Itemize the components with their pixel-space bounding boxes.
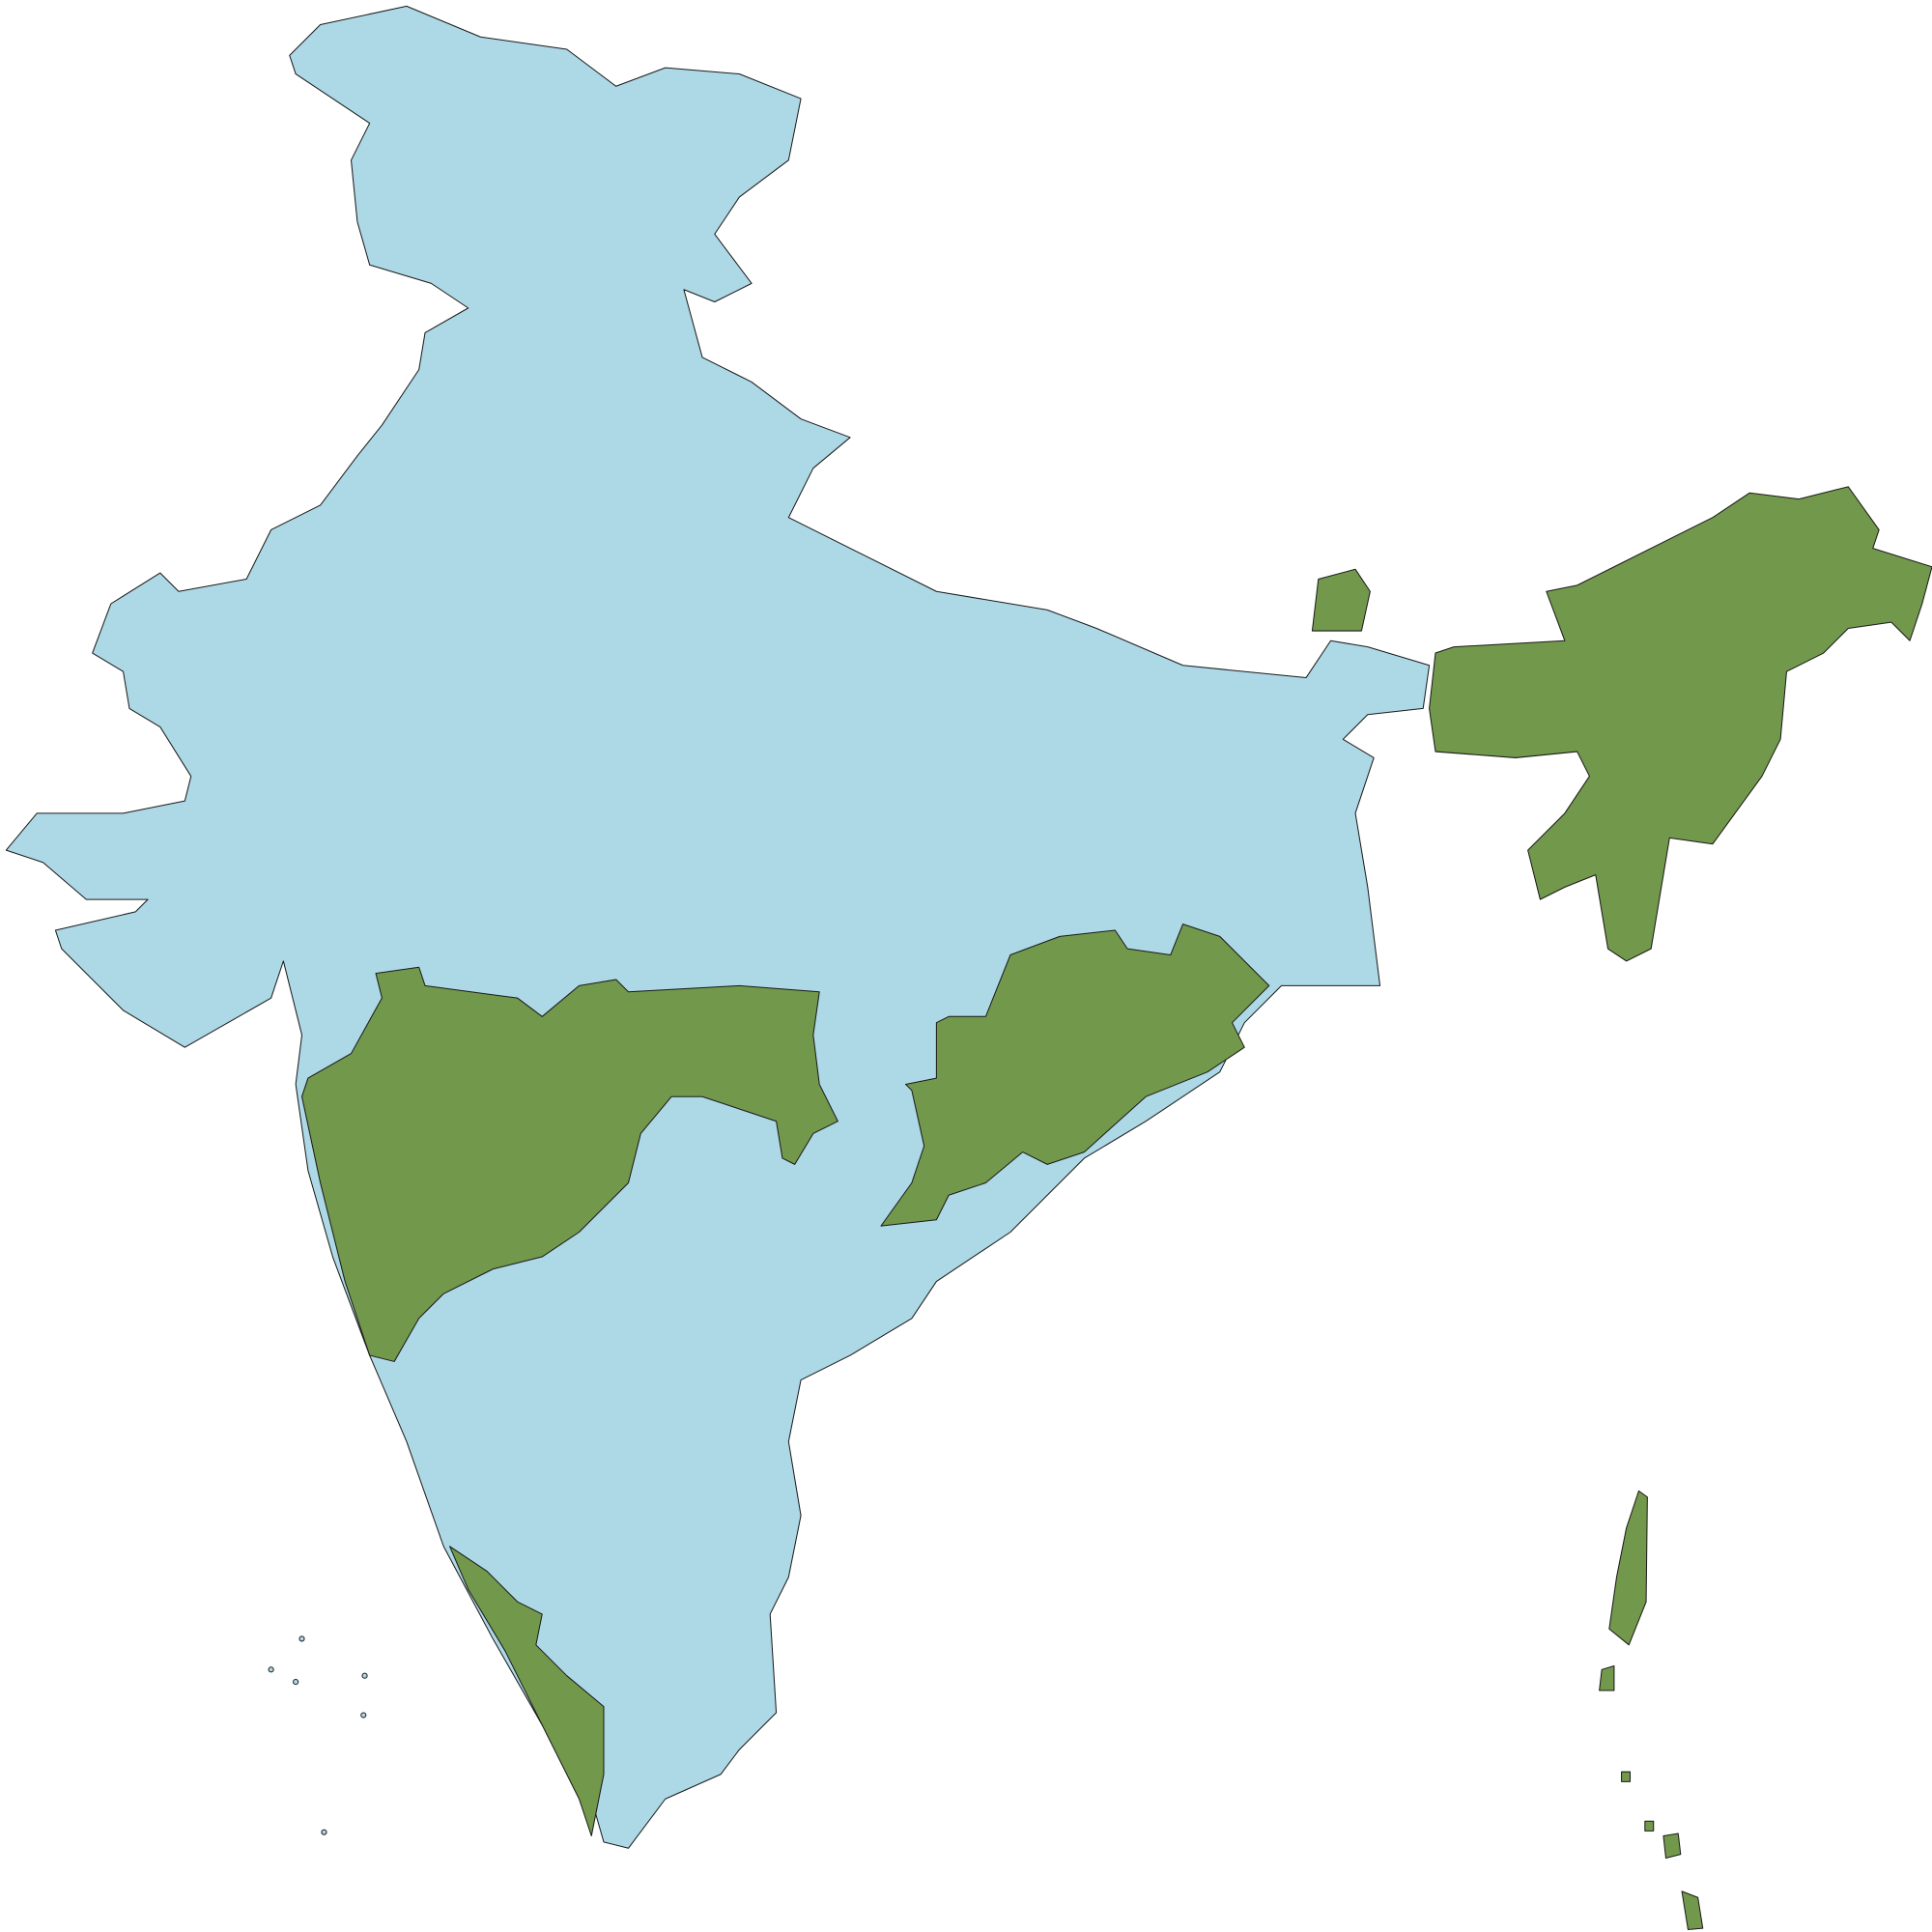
island-nicobar-small (1644, 1820, 1655, 1832)
region-northeast (1429, 486, 1932, 962)
region-lakshadweep (268, 1635, 368, 1835)
island-lakshadweep (360, 1712, 367, 1719)
region-kerala (449, 1546, 605, 1837)
region-andaman-nicobar (1599, 1490, 1704, 1930)
island-lakshadweep (268, 1666, 274, 1673)
island-lakshadweep (361, 1672, 368, 1679)
island-north-andaman (1608, 1490, 1648, 1646)
island-car-nicobar (1621, 1771, 1632, 1782)
island-great-nicobar (1681, 1890, 1704, 1930)
island-lakshadweep (321, 1829, 327, 1835)
island-lakshadweep (298, 1635, 305, 1642)
region-mainland-base (5, 5, 1431, 1849)
region-sikkim (1311, 568, 1371, 632)
island-little-andaman (1599, 1664, 1615, 1691)
region-odisha (880, 923, 1270, 1227)
island-nicobar-central (1662, 1833, 1682, 1859)
island-lakshadweep (293, 1679, 299, 1686)
region-maharashtra (300, 966, 838, 1362)
